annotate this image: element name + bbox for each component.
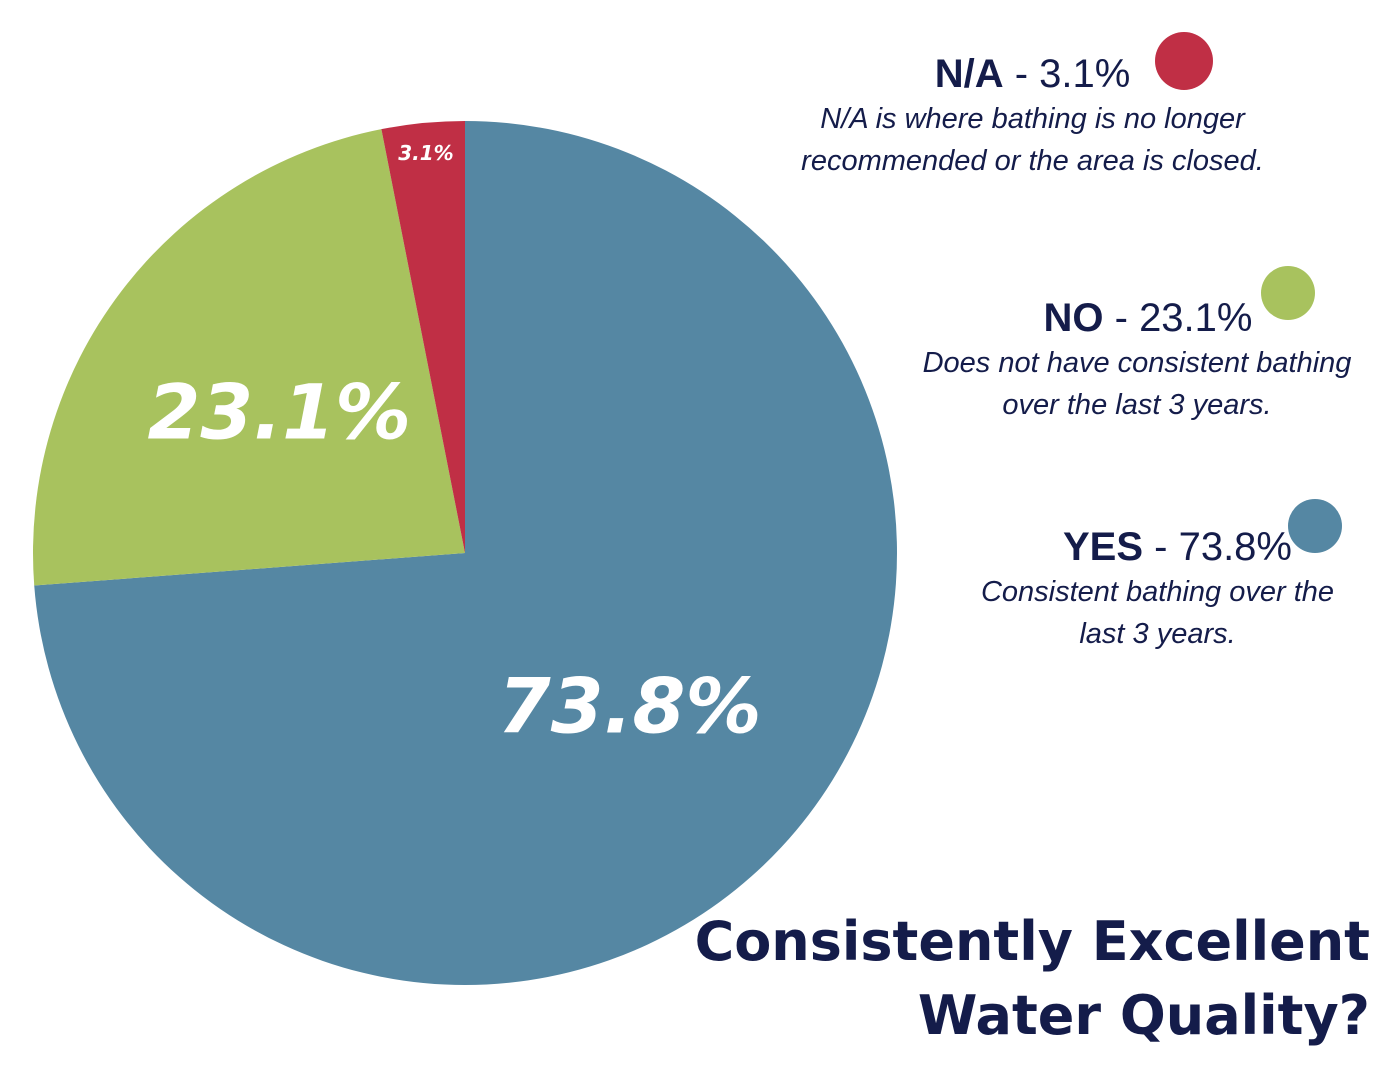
legend-description-line: N/A is where bathing is no longer (820, 103, 1245, 135)
legend-swatch-no (1261, 266, 1315, 320)
pie-chart: 73.8% 23.1% 3.1% (33, 121, 898, 986)
legend-value-na: 3.1% (1039, 52, 1131, 96)
legend-entry-na: N/A - 3.1% N/A is where bathing is no lo… (780, 50, 1285, 182)
legend-swatch-yes (1288, 499, 1342, 553)
chart-title-line: Consistently Excellent (694, 910, 1370, 973)
legend-heading-no: NO - 23.1% (897, 294, 1377, 342)
legend-separator: - (1003, 52, 1040, 96)
pie-slice-yes (34, 121, 898, 986)
legend-description-line: over the last 3 years. (1002, 389, 1272, 421)
legend-description-line: Consistent bathing over the (980, 576, 1335, 608)
chart-title-line: Water Quality? (917, 984, 1370, 1047)
legend-heading-yes: YES - 73.8% (955, 523, 1360, 571)
legend-heading-na: N/A - 3.1% (780, 50, 1285, 98)
slice-label-na: 3.1% (398, 141, 453, 165)
chart-title: Consistently Excellent Water Quality? (695, 905, 1370, 1053)
slice-label-no: 23.1% (147, 367, 411, 456)
legend-category-na: N/A (934, 52, 1004, 96)
legend-entry-yes: YES - 73.8% Consistent bathing over the … (955, 523, 1360, 655)
pie-slice-no (33, 129, 465, 586)
legend-separator: - (1143, 525, 1179, 569)
legend-separator: - (1103, 296, 1140, 340)
legend-value-yes: 73.8% (1178, 525, 1292, 569)
legend-entry-no: NO - 23.1% Does not have consistent bath… (897, 294, 1377, 426)
pie-slice-na (381, 121, 465, 553)
legend-description-line: recommended or the area is closed. (801, 145, 1264, 177)
legend-description-yes: Consistent bathing over the last 3 years… (955, 571, 1360, 655)
legend-swatch-na (1155, 32, 1213, 90)
legend-category-yes: YES (1062, 525, 1144, 569)
legend-value-no: 23.1% (1139, 296, 1253, 340)
legend-description-line: Does not have consistent bathing (922, 347, 1352, 379)
legend-description-na: N/A is where bathing is no longer recomm… (780, 98, 1285, 182)
legend-description-line: last 3 years. (1079, 618, 1236, 650)
slice-label-yes: 73.8% (498, 661, 762, 750)
legend-description-no: Does not have consistent bathing over th… (897, 342, 1377, 426)
legend-category-no: NO (1043, 296, 1104, 340)
